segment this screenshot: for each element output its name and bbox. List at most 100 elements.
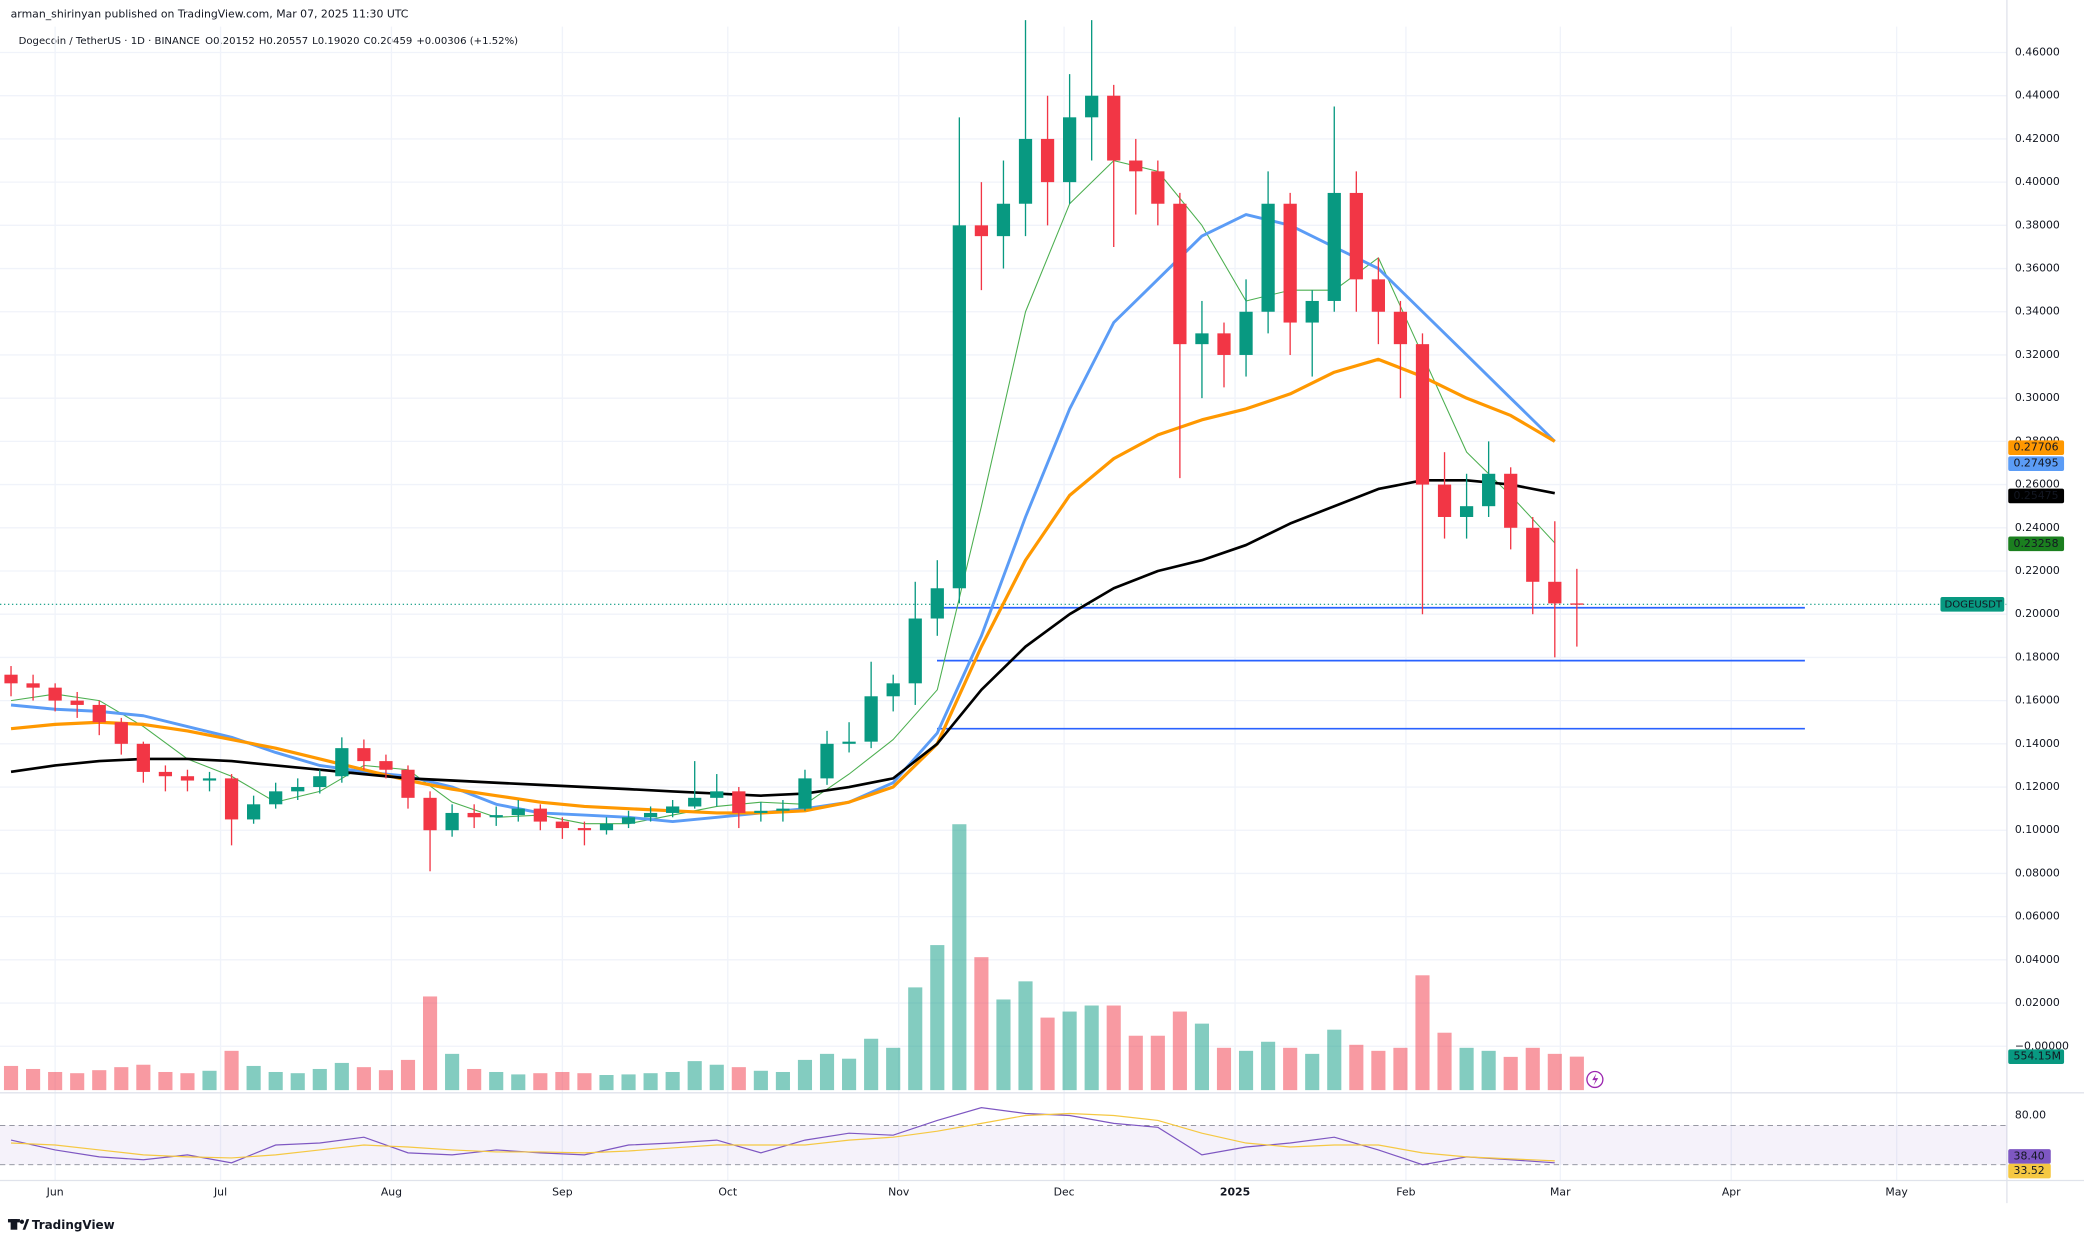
volume-bar — [819, 1053, 835, 1091]
candle-body — [666, 806, 680, 813]
volume-bar — [709, 1064, 724, 1091]
volume-bar — [908, 987, 923, 1091]
volume-bar — [1261, 1041, 1276, 1091]
candle-body — [1570, 603, 1584, 605]
volume-bar — [533, 1073, 548, 1091]
y-tick-label: 0.38000 — [2015, 218, 2060, 231]
volume-bar — [753, 1070, 768, 1091]
symbol-header: Dogecoin / TetherUS · 1D · BINANCE O 0.20… — [19, 36, 519, 47]
candle-body — [930, 588, 944, 619]
volume-bar — [930, 945, 945, 1091]
candle-body — [1283, 203, 1297, 323]
candle-body — [621, 817, 636, 824]
volume-bar — [1106, 1005, 1121, 1091]
candle-body — [4, 674, 18, 684]
volume-bar — [136, 1064, 151, 1091]
alert-icon[interactable] — [1586, 1070, 1604, 1089]
volume-bar — [1569, 1056, 1584, 1091]
logo-part — [22, 1219, 30, 1230]
candle-body — [1371, 279, 1385, 312]
candle-body — [864, 696, 878, 742]
volume-bar — [555, 1071, 570, 1091]
candle-body — [247, 804, 261, 820]
volume-bar — [1547, 1053, 1562, 1091]
volume-bar — [290, 1073, 305, 1091]
volume-bar — [334, 1062, 349, 1091]
candle-body — [688, 797, 702, 807]
candle-body — [1526, 527, 1540, 582]
rsi-pane: 80.00 38.40 33.52 — [0, 1107, 2051, 1179]
candle-body — [357, 748, 371, 762]
candle-body — [224, 778, 239, 820]
volume-bar — [1283, 1047, 1298, 1091]
candle-body — [511, 808, 525, 816]
candle-body — [599, 823, 614, 831]
candle-body — [48, 687, 62, 701]
x-tick-label: Sep — [552, 1185, 573, 1198]
x-tick-label: Jul — [213, 1185, 227, 1198]
candle-body — [1018, 138, 1033, 204]
x-tick-label: May — [1885, 1185, 1908, 1198]
volume-bar — [246, 1065, 261, 1091]
candle-body — [1459, 506, 1474, 517]
x-tick-label: Dec — [1054, 1185, 1075, 1198]
y-tick-label: 0.44000 — [2015, 89, 2060, 102]
y-tick-label: 0.40000 — [2015, 175, 2060, 188]
volume-bar — [996, 999, 1011, 1091]
candle-body — [445, 812, 459, 831]
volume-bar — [1172, 1011, 1187, 1091]
volume-bar — [1393, 1047, 1408, 1091]
volume-bar — [1327, 1029, 1342, 1091]
y-tick-label: 0.10000 — [2015, 823, 2060, 836]
volume-bar — [378, 1070, 394, 1091]
candle-body — [202, 778, 217, 781]
volume-bar — [1349, 1044, 1364, 1091]
candle-body — [1482, 473, 1496, 507]
price-tag — [2008, 536, 2065, 552]
candle-body — [1173, 203, 1187, 345]
candle-body — [489, 815, 503, 818]
volume-bar — [312, 1068, 327, 1091]
candle-body — [1349, 192, 1363, 280]
y-tick-label: 0.20000 — [2015, 607, 2060, 620]
y-tick-label: 0.08000 — [2015, 866, 2060, 879]
x-tick-label: Oct — [718, 1185, 737, 1198]
ohlc-value: 0.20557 — [266, 36, 308, 47]
y-tick-label: 0.26000 — [2015, 478, 2060, 491]
candle-body — [732, 791, 746, 813]
candle-body — [996, 203, 1011, 237]
plot: 0.46000 0.44000 0.42000 0.40000 0.38000 0.360… — [0, 0, 2084, 1204]
x-tick-label: Apr — [1722, 1185, 1741, 1198]
logo-part — [10, 1219, 18, 1230]
x-tick-label: Feb — [1396, 1185, 1415, 1198]
candle-body — [710, 791, 724, 798]
volume-bar — [467, 1068, 482, 1091]
candle-body — [1239, 311, 1253, 355]
candle-body — [136, 743, 150, 772]
volume-bar — [1084, 1005, 1099, 1091]
candle-body — [1151, 171, 1165, 204]
y-tick-label: 0.36000 — [2015, 262, 2060, 275]
rsi-tag-label: 38.40 — [2014, 1149, 2045, 1162]
volume-bar — [180, 1073, 195, 1091]
rsi-tag — [2008, 1163, 2051, 1179]
candle-body — [1415, 344, 1430, 485]
volume-bar — [1371, 1050, 1386, 1091]
y-tick-label: 0.32000 — [2015, 348, 2060, 361]
candle-body — [26, 683, 40, 688]
volume-bar — [1481, 1050, 1496, 1091]
candle-body — [555, 821, 569, 829]
x-tick-label: 2025 — [1220, 1185, 1250, 1198]
price-tag-label: 0.27706 — [2014, 441, 2059, 454]
candle-body — [1195, 333, 1209, 345]
x-tick-label: Aug — [381, 1185, 402, 1198]
x-tick-label: Jun — [46, 1185, 64, 1198]
price-tag — [2008, 440, 2065, 456]
volume-bar — [1415, 975, 1430, 1091]
volume-bar — [268, 1071, 283, 1091]
volume-tag — [2008, 1049, 2065, 1064]
change: +0.00306 (+1.52%) — [416, 36, 518, 47]
alert-icon-bolt — [1592, 1073, 1599, 1086]
ohlc-key: C — [364, 36, 371, 47]
